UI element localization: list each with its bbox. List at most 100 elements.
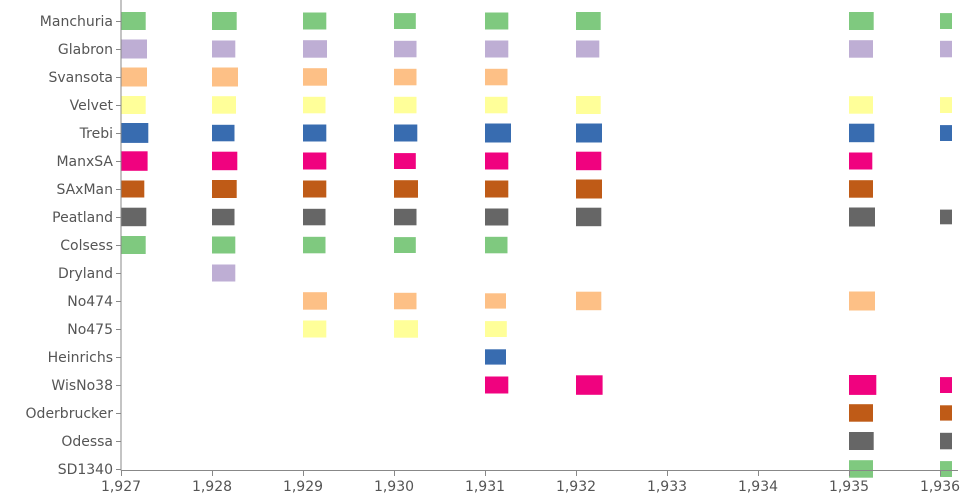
mark-saxman-1935 xyxy=(849,180,873,198)
mark-glabron-1931 xyxy=(485,40,509,58)
x-tick-label-1934: 1,934 xyxy=(738,479,778,495)
mark-dryland-1928 xyxy=(212,264,236,282)
mark-svansota-1929 xyxy=(303,68,327,86)
mark-wisno38-1931 xyxy=(485,376,509,394)
mark-sd1340-1936 xyxy=(940,461,952,477)
mark-saxman-1928 xyxy=(212,180,237,198)
mark-glabron-1932 xyxy=(576,40,600,58)
y-tick-label-odessa: Odessa xyxy=(61,434,113,450)
mark-peatland-1927 xyxy=(121,207,147,227)
axes-layer: Manchuria Glabron Svansota Velvet Trebi ManxS… xyxy=(26,0,960,495)
marks-layer xyxy=(121,12,952,478)
mark-colsess-1931 xyxy=(485,236,508,254)
mark-glabron-1929 xyxy=(303,40,327,58)
x-tick-label-1931: 1,931 xyxy=(465,479,505,495)
mark-trebi-1930 xyxy=(394,124,418,142)
mark-trebi-1929 xyxy=(303,124,327,142)
mark-trebi-1935 xyxy=(849,123,875,143)
mark-trebi-1932 xyxy=(576,123,602,143)
mark-trebi-1927 xyxy=(121,123,149,143)
mark-no475-1930 xyxy=(394,320,418,338)
y-tick-label-glabron: Glabron xyxy=(58,42,113,58)
mark-colsess-1930 xyxy=(394,237,416,253)
mark-velvet-1930 xyxy=(394,96,417,114)
mark-no474-1932 xyxy=(576,291,602,311)
y-tick-label-heinrichs: Heinrichs xyxy=(48,350,113,366)
mark-manchuria-1928 xyxy=(212,12,237,30)
mark-peatland-1930 xyxy=(394,208,417,226)
mark-heinrichs-1931 xyxy=(485,349,506,365)
y-tick-label-no475: No475 xyxy=(67,322,113,338)
mark-saxman-1927 xyxy=(121,180,145,198)
mark-velvet-1931 xyxy=(485,96,508,114)
mark-sd1340-1935 xyxy=(849,460,873,478)
mark-oderbrucker-1936 xyxy=(940,405,952,421)
mark-velvet-1935 xyxy=(849,96,873,114)
y-tick-label-svansota: Svansota xyxy=(48,70,113,86)
mark-saxman-1930 xyxy=(394,180,418,198)
y-tick-label-manxsa: ManxSA xyxy=(56,154,113,170)
mark-svansota-1928 xyxy=(212,67,238,87)
mark-manxsa-1935 xyxy=(849,152,873,170)
mark-saxman-1931 xyxy=(485,180,509,198)
mark-trebi-1928 xyxy=(212,124,235,142)
y-tick-label-sd1340: SD1340 xyxy=(58,462,113,478)
mark-manchuria-1932 xyxy=(576,12,601,30)
mark-saxman-1932 xyxy=(576,179,602,199)
mark-trebi-1931 xyxy=(485,123,511,143)
x-tick-label-1928: 1,928 xyxy=(192,479,232,495)
mark-wisno38-1936 xyxy=(940,377,952,393)
mark-no474-1935 xyxy=(849,291,875,311)
mark-glabron-1927 xyxy=(121,39,147,59)
y-tick-label-no474: No474 xyxy=(67,294,113,310)
mark-manxsa-1932 xyxy=(576,151,602,171)
y-tick-label-wisno38: WisNo38 xyxy=(51,378,113,394)
mark-oderbrucker-1935 xyxy=(849,404,873,422)
mark-no475-1931 xyxy=(485,321,507,337)
mark-wisno38-1935 xyxy=(849,375,877,395)
y-tick-label-colsess: Colsess xyxy=(60,238,113,254)
mark-manxsa-1928 xyxy=(212,151,238,171)
mark-manxsa-1927 xyxy=(121,151,148,171)
mark-peatland-1932 xyxy=(576,207,602,227)
mark-manchuria-1930 xyxy=(394,13,416,29)
y-tick-label-manchuria: Manchuria xyxy=(40,14,113,30)
y-tick-label-trebi: Trebi xyxy=(79,126,113,142)
mark-glabron-1935 xyxy=(849,40,873,58)
mark-no474-1929 xyxy=(303,292,327,310)
x-tick-label-1932: 1,932 xyxy=(556,479,596,495)
mark-velvet-1936 xyxy=(940,97,952,113)
mark-manchuria-1927 xyxy=(121,12,146,30)
mark-velvet-1929 xyxy=(303,96,326,114)
mark-manchuria-1931 xyxy=(485,12,509,30)
mark-saxman-1929 xyxy=(303,180,327,198)
mark-colsess-1927 xyxy=(121,236,146,254)
y-tick-label-oderbrucker: Oderbrucker xyxy=(26,406,114,422)
y-tick-label-dryland: Dryland xyxy=(58,266,113,282)
mark-peatland-1935 xyxy=(849,207,875,227)
mark-peatland-1928 xyxy=(212,208,235,226)
mark-trebi-1936 xyxy=(940,125,952,141)
mark-velvet-1927 xyxy=(121,96,146,114)
mark-svansota-1931 xyxy=(485,68,508,86)
y-tick-label-velvet: Velvet xyxy=(70,98,114,114)
y-tick-label-saxman: SAxMan xyxy=(56,182,113,198)
mark-manchuria-1935 xyxy=(849,12,874,30)
mark-peatland-1931 xyxy=(485,208,509,226)
mark-no474-1930 xyxy=(394,292,417,310)
x-tick-label-1929: 1,929 xyxy=(283,479,323,495)
x-tick-label-1935: 1,935 xyxy=(829,479,869,495)
mark-glabron-1928 xyxy=(212,40,236,58)
mark-manchuria-1936 xyxy=(940,13,952,29)
mark-velvet-1928 xyxy=(212,96,236,114)
mark-manxsa-1931 xyxy=(485,152,509,170)
mark-svansota-1930 xyxy=(394,68,417,86)
x-tick-label-1936: 1,936 xyxy=(920,479,960,495)
mark-odessa-1936 xyxy=(940,432,952,450)
mark-colsess-1928 xyxy=(212,236,236,254)
mark-wisno38-1932 xyxy=(576,375,603,395)
mark-glabron-1930 xyxy=(394,40,417,58)
